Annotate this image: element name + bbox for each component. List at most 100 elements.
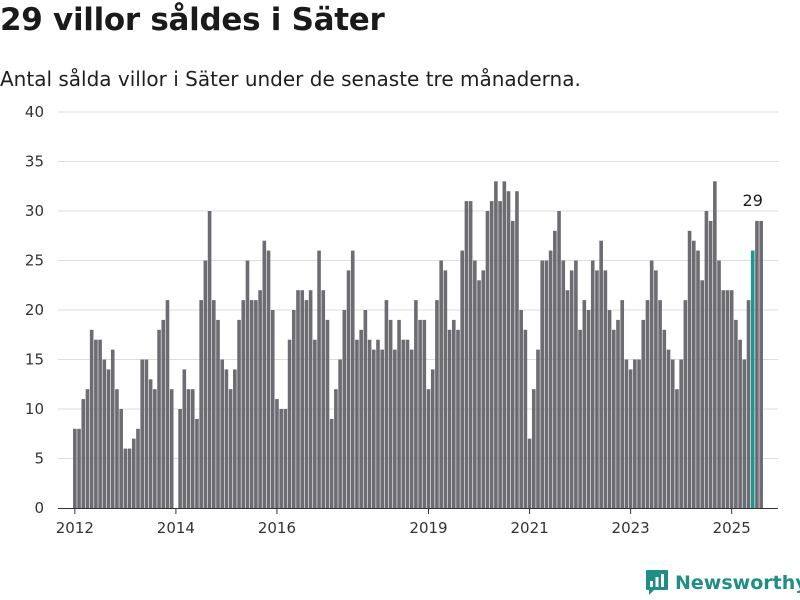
bar [734, 319, 738, 508]
bar [131, 438, 136, 508]
bar [586, 310, 591, 508]
bar [523, 329, 528, 508]
bar [94, 339, 98, 508]
bar [186, 389, 191, 508]
bar [426, 389, 431, 508]
bar [553, 230, 557, 509]
y-gridlines [58, 111, 778, 459]
bar [300, 290, 305, 508]
y-tick-label-15: 15 [25, 351, 44, 369]
bar [536, 349, 540, 508]
y-tick-label-20: 20 [25, 301, 44, 319]
bar [73, 428, 77, 508]
bar [477, 280, 481, 508]
bar [287, 339, 292, 508]
bar [603, 270, 608, 508]
bar [414, 300, 418, 508]
x-tick-label-2014: 2014 [157, 519, 195, 537]
bar [371, 349, 376, 508]
annotations: 29 [743, 191, 763, 210]
bar [430, 369, 435, 508]
bar [211, 300, 216, 508]
bar [367, 339, 372, 508]
bar [649, 260, 654, 508]
bar [666, 349, 671, 508]
y-tick-label-30: 30 [25, 202, 44, 220]
bar [451, 319, 456, 508]
bar [346, 270, 351, 508]
bar [485, 211, 490, 508]
y-tick-label-35: 35 [25, 153, 44, 171]
bar [498, 201, 502, 508]
bar [85, 389, 90, 508]
bar [658, 300, 662, 508]
bar [207, 211, 212, 508]
bar [89, 329, 94, 508]
bar [144, 359, 149, 508]
bar [405, 339, 410, 508]
bar [283, 409, 288, 508]
bar [637, 359, 641, 508]
bar [473, 260, 477, 508]
bar [338, 359, 342, 508]
x-tick-label-2025: 2025 [713, 519, 751, 537]
bar [557, 211, 561, 508]
bar [527, 438, 532, 508]
bar [607, 310, 612, 508]
bar [119, 409, 123, 508]
bar [468, 201, 473, 508]
bar [397, 319, 401, 508]
bar [641, 319, 646, 508]
y-tick-label-0: 0 [34, 499, 44, 517]
brand-logo: Newsworthy [645, 569, 800, 596]
bar [616, 319, 620, 508]
bar [510, 220, 515, 508]
bar [729, 290, 734, 508]
bar [81, 399, 86, 508]
bar [439, 260, 443, 508]
bar [241, 300, 246, 508]
bar [190, 389, 195, 508]
bar [574, 260, 578, 508]
bar [628, 369, 633, 508]
bar [708, 220, 713, 508]
bar [675, 389, 679, 508]
bar [393, 349, 397, 508]
y-tick-label-10: 10 [25, 400, 44, 418]
bar [178, 409, 182, 508]
bar [691, 240, 696, 508]
x-axis [58, 508, 778, 514]
y-tick-label-25: 25 [25, 252, 44, 270]
bar [599, 240, 603, 508]
bar [115, 389, 119, 508]
bar [98, 339, 102, 508]
bar [216, 319, 220, 508]
bar [296, 290, 300, 508]
bar [110, 349, 115, 508]
bar [279, 409, 283, 508]
bar [342, 310, 347, 508]
x-tick-label-2012: 2012 [56, 519, 94, 537]
bar [106, 369, 111, 508]
highlight-value-label: 29 [743, 191, 763, 210]
bar [750, 250, 755, 508]
bar [494, 181, 498, 509]
bar [317, 250, 321, 508]
bar [595, 270, 599, 508]
bar [519, 310, 523, 508]
bar [350, 250, 355, 508]
bar [334, 389, 338, 508]
bar [569, 270, 574, 508]
x-tick-label-2023: 2023 [612, 519, 650, 537]
bar [679, 359, 683, 508]
bar [696, 250, 700, 508]
bar [456, 329, 460, 508]
bar [717, 260, 721, 508]
bar [624, 359, 629, 508]
bar [654, 270, 658, 508]
bar [237, 319, 241, 508]
bar [102, 359, 107, 508]
brand-name: Newsworthy [675, 571, 800, 594]
newsworthy-logo-icon [646, 570, 668, 595]
bar [548, 250, 553, 508]
